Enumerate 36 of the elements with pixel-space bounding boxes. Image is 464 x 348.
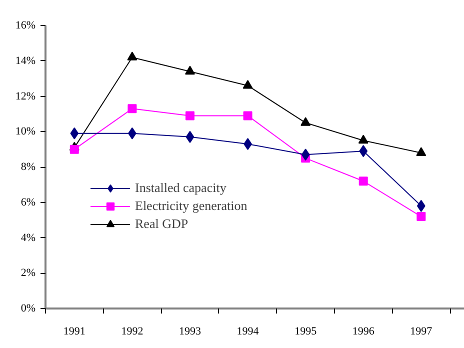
point xyxy=(70,127,79,140)
point xyxy=(416,212,426,222)
legend-label: Electricity generation xyxy=(135,197,248,215)
x-tick-label: 1993 xyxy=(178,326,202,338)
y-tick-label: 16% xyxy=(15,20,36,32)
point xyxy=(359,145,368,158)
point xyxy=(186,130,194,143)
y-tick-label: 8% xyxy=(20,161,36,173)
point xyxy=(358,134,368,144)
point xyxy=(127,52,138,60)
point xyxy=(358,176,368,186)
point xyxy=(185,111,194,120)
point xyxy=(416,200,426,212)
point xyxy=(243,111,252,120)
y-tick-label: 12% xyxy=(15,90,36,102)
point xyxy=(242,80,253,89)
point xyxy=(184,66,195,75)
x-tick-label: 1995 xyxy=(294,326,318,338)
x-tick-label: 1997 xyxy=(410,326,433,338)
legend-label: Installed capacity xyxy=(135,179,226,197)
x-tick-label: 1994 xyxy=(236,326,260,338)
y-tick-label: 0% xyxy=(20,302,36,314)
y-tick-label: 14% xyxy=(15,54,36,67)
y-tick-label: 2% xyxy=(20,267,36,280)
y-tick-label: 6% xyxy=(20,196,36,208)
point xyxy=(70,144,79,154)
point xyxy=(300,117,311,126)
x-tick-label: 1996 xyxy=(352,326,375,338)
point xyxy=(416,147,426,156)
legend-label: Real GDP xyxy=(135,215,188,233)
x-tick-label: 1991 xyxy=(63,326,86,338)
x-tick-label: 1992 xyxy=(121,326,144,338)
point xyxy=(301,148,310,161)
point xyxy=(128,104,137,114)
y-tick-label: 4% xyxy=(20,232,36,244)
y-tick-label: 10% xyxy=(15,126,36,138)
